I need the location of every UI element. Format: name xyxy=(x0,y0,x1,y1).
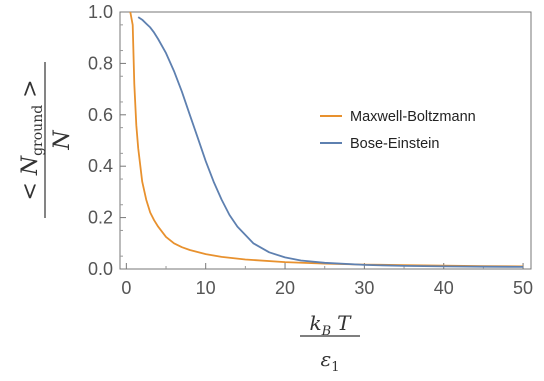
x-tick-label: 10 xyxy=(196,278,216,298)
x-tick-label: 40 xyxy=(434,278,454,298)
x-label-den-sub: 1 xyxy=(331,360,339,375)
plot-frame xyxy=(119,11,532,270)
series-lines xyxy=(129,11,524,268)
x-label-num-var: T xyxy=(337,311,352,335)
y-axis-label: < Nground > N xyxy=(18,62,75,218)
y-tick-label: 1.0 xyxy=(88,2,113,22)
legend-label: Bose-Einstein xyxy=(350,136,439,152)
y-label-right: > xyxy=(18,79,43,104)
x-axis-label: kB T ε1 xyxy=(300,311,360,375)
legend-label: Maxwell-Boltzmann xyxy=(350,109,476,125)
series-line-bose-einstein xyxy=(137,16,524,268)
y-ticks: 0.0 0.2 0.4 0.6 0.8 1.0 xyxy=(88,2,126,279)
svg-text:< Nground >: < Nground > xyxy=(18,79,46,200)
legend: Maxwell-Boltzmann Bose-Einstein xyxy=(320,109,476,152)
y-label-left: < N xyxy=(18,155,43,200)
y-tick-label: 0.6 xyxy=(88,105,113,125)
y-tick-label: 0.4 xyxy=(88,156,113,176)
x-label-den-base: ε xyxy=(320,347,331,371)
x-ticks: 0 10 20 30 40 50 xyxy=(121,263,533,298)
x-tick-label: 50 xyxy=(513,278,533,298)
y-tick-label: 0.2 xyxy=(88,208,113,228)
svg-text:kBT: kB T xyxy=(309,311,352,339)
y-label-denominator: N xyxy=(50,130,75,151)
x-tick-label: 30 xyxy=(354,278,374,298)
series-line-maxwell-boltzmann xyxy=(129,11,524,268)
x-tick-label: 0 xyxy=(121,278,131,298)
svg-text:ε1: ε1 xyxy=(320,347,339,375)
y-tick-label: 0.0 xyxy=(88,259,113,279)
x-label-num-base: k xyxy=(309,311,321,335)
y-tick-label: 0.8 xyxy=(88,53,113,73)
x-label-num-sub: B xyxy=(321,324,332,339)
y-label-sub: ground xyxy=(30,105,46,156)
x-tick-label: 20 xyxy=(275,278,295,298)
